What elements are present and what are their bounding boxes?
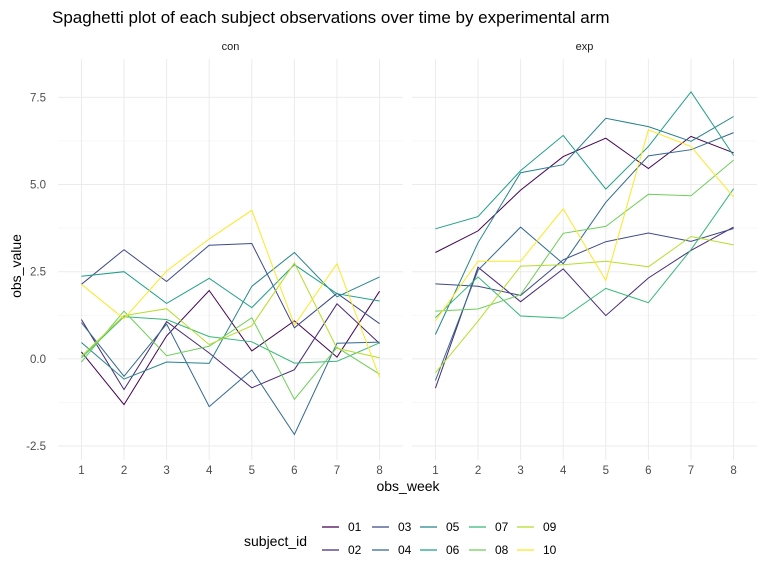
y-tick-label: -2.5 — [26, 441, 46, 453]
series-line-con-07 — [81, 316, 380, 364]
y-axis-title: obs_value — [8, 234, 24, 298]
legend-label: 10 — [543, 543, 557, 557]
series-line-con-06 — [81, 264, 380, 309]
panel-exp: exp 1 2 3 4 5 6 7 8 — [412, 41, 757, 477]
legend-item-01: 01 — [322, 520, 362, 534]
series-line-con-10 — [81, 209, 381, 378]
legend-item-02: 02 — [322, 543, 362, 557]
legend-label: 04 — [398, 543, 412, 557]
chart-title: Spaghetti plot of each subject observati… — [52, 8, 610, 27]
legend-item-07: 07 — [469, 520, 509, 534]
legend-label: 02 — [348, 543, 362, 557]
x-tick-label: 5 — [603, 465, 609, 477]
legend-item-04: 04 — [372, 543, 412, 557]
series-line-con-04 — [81, 322, 380, 436]
legend-item-03: 03 — [372, 520, 412, 534]
legend: subject_id 01 02 03 04 05 06 07 08 09 10 — [244, 520, 557, 557]
legend-item-08: 08 — [469, 543, 509, 557]
series-line-exp-06 — [435, 90, 735, 230]
panel-strip-label: exp — [576, 41, 594, 53]
legend-item-06: 06 — [420, 543, 460, 557]
series-line-con-08 — [81, 310, 380, 401]
x-tick-label: 8 — [376, 465, 382, 477]
x-tick-label: 7 — [334, 465, 340, 477]
x-tick-label: 6 — [645, 465, 651, 477]
legend-label: 01 — [348, 520, 362, 534]
x-tick-label: 3 — [163, 465, 169, 477]
series-line-exp-02 — [434, 226, 734, 389]
legend-item-10: 10 — [517, 543, 557, 557]
panel-strip-label: con — [222, 41, 240, 53]
x-tick-label: 1 — [78, 465, 84, 477]
y-tick-label: 7.5 — [30, 92, 46, 104]
x-tick-label: 5 — [249, 465, 255, 477]
series-line-con-02 — [80, 303, 380, 391]
x-axis-title: obs_week — [376, 478, 440, 494]
series-line-exp-04 — [434, 132, 734, 381]
series-line-exp-08 — [435, 159, 734, 312]
series-line-exp-05 — [434, 116, 734, 335]
y-tick-label: 5.0 — [30, 180, 46, 192]
series-line-exp-07 — [435, 188, 735, 319]
x-tick-label: 4 — [560, 465, 567, 477]
series-line-con-01 — [81, 289, 381, 406]
x-tick-label: 1 — [432, 465, 438, 477]
legend-title: subject_id — [244, 533, 307, 549]
legend-label: 05 — [446, 520, 460, 534]
legend-label: 08 — [495, 543, 509, 557]
x-tick-label: 2 — [121, 465, 127, 477]
x-tick-label: 7 — [688, 465, 694, 477]
panels-layer: con 1 2 3 4 5 6 7 8 exp 1 2 3 4 5 6 7 8 -2.5 0.0 2.5 5.0 7.5 — [26, 41, 757, 477]
x-tick-label: 6 — [291, 465, 297, 477]
series-line-exp-09 — [435, 235, 734, 374]
series-line-exp-03 — [435, 228, 734, 296]
legend-item-09: 09 — [517, 520, 557, 534]
y-tick-label: 0.0 — [30, 354, 46, 366]
series-line-con-03 — [81, 242, 380, 329]
legend-label: 07 — [495, 520, 509, 534]
legend-label: 03 — [398, 520, 412, 534]
series-line-exp-01 — [435, 135, 734, 253]
x-tick-label: 8 — [730, 465, 736, 477]
series-line-exp-10 — [434, 129, 734, 322]
x-tick-label: 3 — [517, 465, 523, 477]
panel-con: con 1 2 3 4 5 6 7 8 — [58, 41, 403, 477]
y-tick-label: 2.5 — [30, 267, 46, 279]
legend-label: 06 — [446, 543, 460, 557]
x-tick-label: 4 — [206, 465, 213, 477]
series-line-con-09 — [81, 262, 380, 359]
x-tick-label: 2 — [475, 465, 481, 477]
legend-item-05: 05 — [420, 520, 460, 534]
legend-label: 09 — [543, 520, 557, 534]
